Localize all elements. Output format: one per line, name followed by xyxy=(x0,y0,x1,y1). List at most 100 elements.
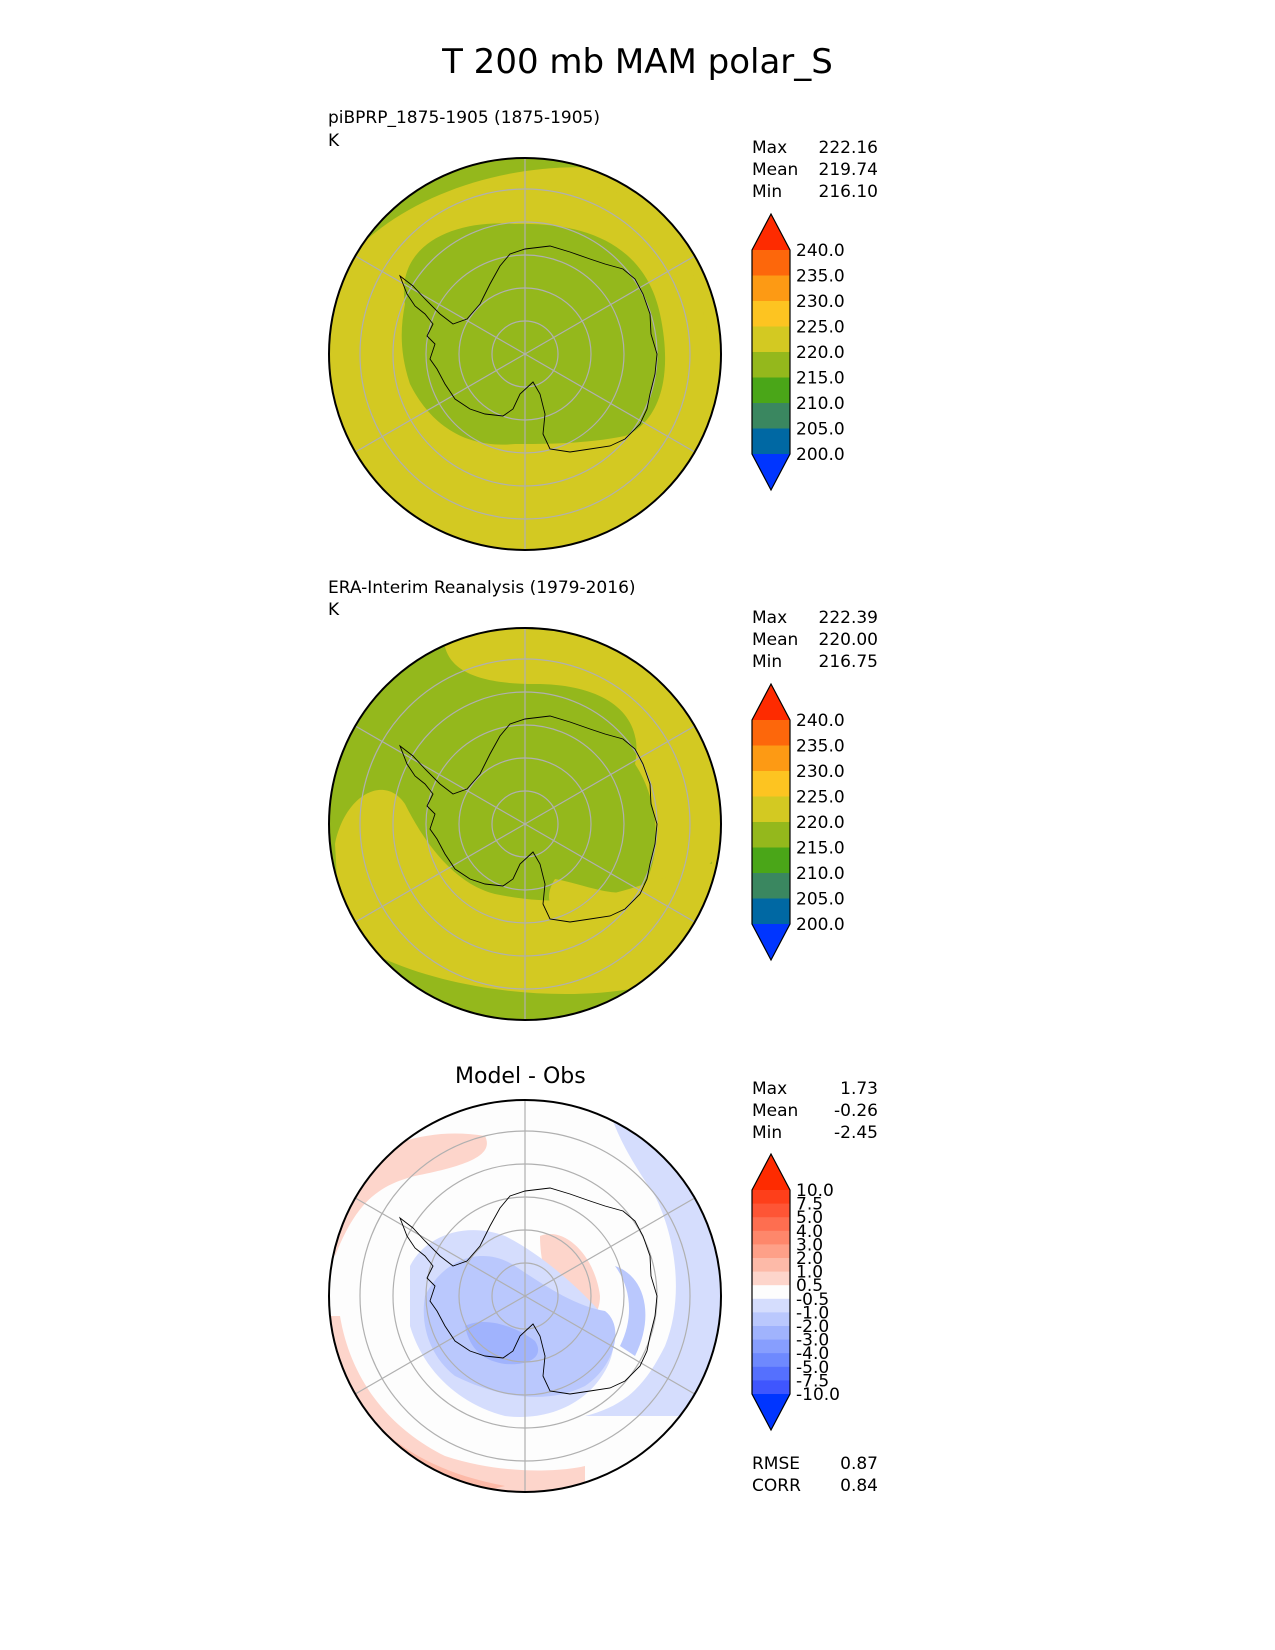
stat-value: -2.45 xyxy=(834,1123,878,1143)
diff-colorbar: 10.07.55.04.03.02.01.00.5-0.5-1.0-2.0-3.… xyxy=(751,1152,840,1432)
colorbar-segment xyxy=(752,1366,790,1381)
colorbar-tick-label: 235.0 xyxy=(796,267,845,287)
colorbar-tick-label: 0.5 xyxy=(796,1276,823,1296)
stat-label: Max xyxy=(752,1079,788,1099)
model-units: K xyxy=(328,131,340,151)
colorbar-segment xyxy=(752,377,790,404)
colorbar-outline xyxy=(751,212,791,492)
colorbar-tick-label: 225.0 xyxy=(796,788,845,808)
meridian-line xyxy=(354,1197,526,1297)
colorbar-segment xyxy=(752,796,790,823)
stat-value: 222.16 xyxy=(818,138,878,158)
colorbar-tick-label: 240.0 xyxy=(796,241,845,261)
colorbar-tick-label: 220.0 xyxy=(796,343,845,363)
stat-label: Min xyxy=(752,652,783,672)
colorbar-tick-label: -0.5 xyxy=(796,1290,829,1310)
meridian-line xyxy=(524,1197,696,1297)
metric-value: 0.84 xyxy=(840,1476,878,1496)
colorbar-tick-label: -7.5 xyxy=(796,1371,829,1391)
stat-label: Mean xyxy=(752,1101,799,1121)
colorbar-tick-label: 200.0 xyxy=(796,445,845,465)
meridian-line xyxy=(524,823,696,923)
metric-value: 0.87 xyxy=(840,1454,878,1474)
map-boundary xyxy=(328,1099,722,1493)
colorbar-tick-label: 7.5 xyxy=(796,1195,823,1215)
colorbar-tick-label: 230.0 xyxy=(796,762,845,782)
field-rim-edge xyxy=(710,734,721,924)
meridian-line xyxy=(354,1295,526,1395)
meridian-line xyxy=(524,725,696,825)
figure-title: T 200 mb MAM polar_S xyxy=(442,42,833,82)
colorbar-segment xyxy=(752,745,790,772)
stat-value: 1.73 xyxy=(840,1079,878,1099)
colorbar-extend-max xyxy=(752,1154,790,1190)
field-rim xyxy=(655,494,721,550)
colorbar-segment xyxy=(752,1271,790,1286)
stat-value: 216.10 xyxy=(818,182,878,202)
metric-label: CORR xyxy=(752,1476,801,1496)
stat-label: Min xyxy=(752,182,783,202)
field-interior xyxy=(401,223,666,445)
diff-stats: Max 1.73 Mean -0.26 Min -2.45 xyxy=(752,1078,878,1144)
obs-colorbar: 240.0 235.0 230.0 225.0 220.0 215.0 210.0 205.0… xyxy=(751,682,845,962)
stat-value: 216.75 xyxy=(818,652,878,672)
colorbar-tick-label: 215.0 xyxy=(796,839,845,859)
colorbar-tick-label: 230.0 xyxy=(796,292,845,312)
diff-title: Model - Obs xyxy=(455,1064,586,1089)
stat-value: -0.26 xyxy=(834,1101,878,1121)
colorbar-segment xyxy=(752,1380,790,1395)
colorbar-segment xyxy=(752,1285,790,1300)
map-boundary xyxy=(328,157,722,551)
stat-value: 219.74 xyxy=(818,160,878,180)
meridian-line xyxy=(354,255,526,355)
field-annulus-ne xyxy=(443,628,721,920)
colorbar-segment xyxy=(752,847,790,874)
colorbar-segment xyxy=(752,301,790,327)
colorbar-extend-min xyxy=(752,924,790,960)
colorbar-segment xyxy=(752,1312,790,1327)
antarctica-coast xyxy=(398,715,658,923)
metric-label: RMSE xyxy=(752,1454,801,1474)
field-neg-peak xyxy=(465,1321,539,1365)
stat-value: 220.00 xyxy=(818,630,878,650)
model-stats: Max 222.16 Mean 219.74 Min 216.10 xyxy=(752,137,878,203)
meridian-line xyxy=(524,1295,696,1395)
colorbar-tick-label: 4.0 xyxy=(796,1222,823,1242)
stat-label: Min xyxy=(752,1123,783,1143)
model-colorbar: 240.0 235.0 230.0 225.0 220.0 215.0 210.0 205.0… xyxy=(751,212,845,492)
stat-label: Mean xyxy=(752,630,799,650)
antarctica-coast xyxy=(398,1187,658,1395)
colorbar-tick-label: 10.0 xyxy=(796,1181,834,1201)
colorbar-tick-label: 200.0 xyxy=(796,915,845,935)
colorbar-segment xyxy=(752,1244,790,1259)
colorbar-segment xyxy=(752,403,790,429)
colorbar-segment xyxy=(752,1339,790,1354)
colorbar-tick-label: -2.0 xyxy=(796,1317,829,1337)
colorbar-segment xyxy=(752,1190,790,1205)
stat-label: Max xyxy=(752,138,788,158)
meridian-line xyxy=(354,353,526,453)
model-label: piBPRP_1875-1905 (1875-1905) xyxy=(328,108,600,128)
meridian-line xyxy=(524,353,696,453)
colorbar-tick-label: 1.0 xyxy=(796,1263,823,1283)
colorbar-tick-label: 2.0 xyxy=(796,1249,823,1269)
colorbar-segment xyxy=(752,1230,790,1245)
colorbar-segment xyxy=(752,1298,790,1313)
stat-label: Mean xyxy=(752,160,799,180)
colorbar-tick-label: 3.0 xyxy=(796,1235,823,1255)
obs-map xyxy=(328,627,722,1021)
colorbar-segment xyxy=(752,275,790,302)
antarctica-coast xyxy=(398,245,658,453)
colorbar-segment xyxy=(752,1203,790,1218)
stat-value: 222.39 xyxy=(818,608,878,628)
colorbar-outline xyxy=(751,1152,791,1432)
colorbar-tick-label: -5.0 xyxy=(796,1358,829,1378)
obs-stats: Max 222.39 Mean 220.00 Min 216.75 xyxy=(752,607,878,673)
colorbar-segment xyxy=(752,771,790,797)
obs-units: K xyxy=(328,600,340,620)
colorbar-tick-label: -10.0 xyxy=(796,1385,840,1405)
colorbar-segment xyxy=(752,1258,790,1273)
obs-label: ERA-Interim Reanalysis (1979-2016) xyxy=(328,578,636,598)
colorbar-segment xyxy=(752,822,790,848)
colorbar-tick-label: 210.0 xyxy=(796,864,845,884)
